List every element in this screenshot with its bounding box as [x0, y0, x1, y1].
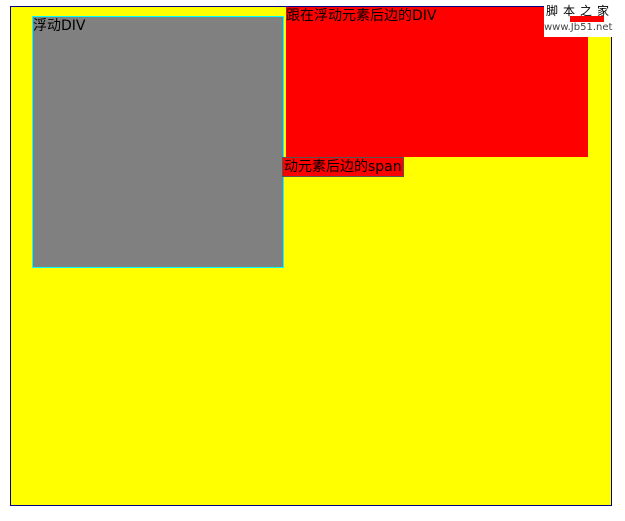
- span-after-float: 动元素后边的span: [282, 157, 404, 177]
- floated-div-label: 浮动DIV: [33, 18, 86, 34]
- watermark-site-name: 脚本之家: [546, 4, 615, 18]
- outer-container: 浮动DIV 跟在浮动元素后边的DIV 动元素后边的span: [10, 6, 612, 506]
- div-after-float-label: 跟在浮动元素后边的DIV: [286, 8, 437, 24]
- site-watermark: 脚本之家 www.Jb51.net: [544, 3, 622, 37]
- watermark-site-url: www.Jb51.net: [544, 22, 613, 33]
- floated-div: 浮动DIV: [32, 16, 284, 268]
- div-after-float: 跟在浮动元素后边的DIV: [286, 7, 588, 157]
- watermark-logo-bar: [570, 16, 604, 22]
